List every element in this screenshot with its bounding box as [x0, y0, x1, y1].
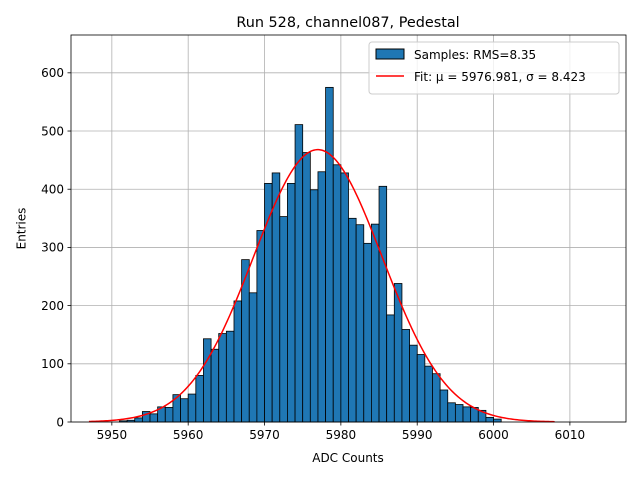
- histogram-bar: [416, 354, 426, 423]
- histogram-bar: [317, 171, 326, 423]
- plot-frame: [70, 34, 627, 423]
- histogram-bar: [271, 172, 281, 423]
- legend-fit-label: Fit: μ = 5976.981, σ = 8.423: [414, 70, 586, 84]
- legend: Samples: RMS=8.35 Fit: μ = 5976.981, σ =…: [368, 41, 620, 95]
- histogram-bar: [401, 329, 410, 423]
- x-tick-label: 6010: [555, 428, 586, 442]
- x-tick-label: 5990: [402, 428, 433, 442]
- histogram-bar: [355, 224, 365, 423]
- y-axis-label: Entries: [15, 208, 29, 250]
- x-tick-label: 5960: [173, 428, 204, 442]
- histogram-bar: [279, 216, 288, 423]
- x-axis-label: ADC Counts: [312, 451, 384, 465]
- histogram-bar: [371, 223, 380, 423]
- histogram-bar: [149, 413, 159, 423]
- chart-title: Run 528, channel087, Pedestal: [236, 15, 459, 31]
- histogram-bar: [432, 373, 441, 423]
- histogram-bar: [225, 330, 235, 423]
- histogram-bar: [134, 417, 143, 423]
- histogram-bar: [439, 389, 449, 423]
- histogram-bars: [119, 86, 502, 423]
- y-axis-ticks: 0 100 200 300 400 500 600: [41, 66, 71, 429]
- x-tick-label: 6000: [478, 428, 509, 442]
- histogram-bar: [164, 407, 174, 423]
- legend-samples-label: Samples: RMS=8.35: [414, 48, 536, 62]
- histogram-bar: [447, 402, 456, 423]
- histogram-bar: [454, 404, 464, 423]
- y-tick-label: 200: [41, 299, 64, 313]
- x-tick-label: 5970: [249, 428, 280, 442]
- histogram-bar: [187, 393, 197, 423]
- histogram-bar: [309, 189, 319, 423]
- histogram-bar: [180, 398, 189, 423]
- histogram-bar: [363, 242, 372, 423]
- histogram-bar: [340, 172, 349, 423]
- histogram-bar: [348, 217, 357, 423]
- histogram-bar: [332, 164, 342, 423]
- y-tick-label: 400: [41, 183, 64, 197]
- histogram-bar: [256, 230, 265, 423]
- histogram-bar: [210, 348, 220, 423]
- histogram-bar: [378, 185, 388, 423]
- y-tick-label: 300: [41, 241, 64, 255]
- histogram-bar: [325, 86, 334, 423]
- histogram-bar: [287, 182, 296, 423]
- histogram-bar: [409, 344, 418, 423]
- y-tick-label: 600: [41, 66, 64, 80]
- x-tick-label: 5950: [97, 428, 128, 442]
- x-tick-label: 5980: [326, 428, 357, 442]
- x-axis-ticks: 5950 5960 5970 5980 5990 6000 6010: [97, 422, 586, 442]
- histogram-bar: [493, 418, 502, 423]
- histogram-bar: [233, 300, 243, 423]
- histogram-bar: [462, 406, 472, 423]
- legend-box: [368, 41, 620, 95]
- legend-samples-swatch: [375, 48, 405, 60]
- histogram-bar: [386, 314, 395, 423]
- histogram-bar: [302, 152, 311, 423]
- y-tick-label: 500: [41, 124, 64, 138]
- histogram-bar: [248, 292, 258, 423]
- histogram-bar: [218, 333, 227, 423]
- histogram-bar: [424, 365, 433, 423]
- y-tick-label: 0: [56, 415, 64, 429]
- histogram-bar: [195, 375, 204, 423]
- histogram-bar: [485, 416, 494, 423]
- histogram-bar: [294, 124, 304, 423]
- fit-curve-layer: [88, 148, 555, 423]
- histogram-bar: [203, 338, 212, 423]
- y-tick-label: 100: [41, 357, 64, 371]
- fit-curve: [88, 148, 555, 423]
